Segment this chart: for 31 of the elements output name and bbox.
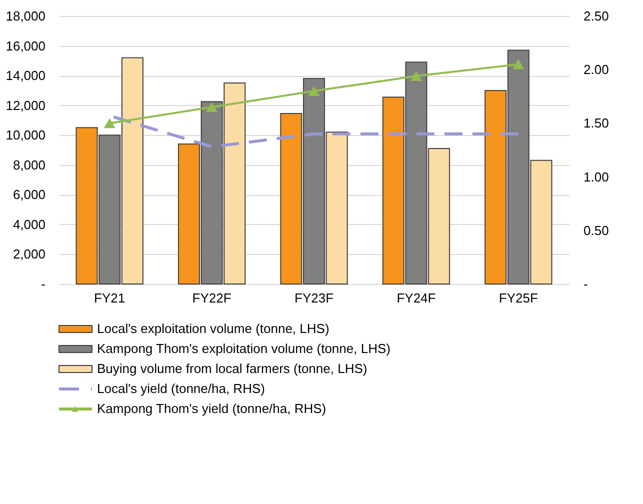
y2-tick-label: 1.50 [584, 116, 609, 131]
y-tick-label: 8,000 [12, 157, 46, 172]
point [206, 102, 218, 112]
y2-tick-label: 2.50 [584, 8, 609, 24]
y-tick-label: 12,000 [6, 98, 46, 113]
legend-label: Local's yield (tonne/ha, RHS) [97, 381, 265, 396]
y-tick-label: 4,000 [12, 216, 46, 232]
point [104, 118, 116, 128]
x-tick-label: FY25F [498, 290, 538, 306]
x-tick-label: FY21 [94, 290, 126, 306]
point [512, 59, 524, 70]
y-tick-label: 18,000 [6, 8, 46, 24]
legend-label: Buying volume from local farmers (tonne, LHS) [97, 361, 368, 376]
legend-label: Kampong Thom's yield (tonne/ha, RHS) [97, 401, 326, 416]
point [308, 86, 320, 96]
y-tick-label: 2,000 [12, 246, 46, 262]
y-tick-label: 14,000 [6, 68, 46, 84]
y-tick-label: 10,000 [6, 128, 46, 143]
y2-tick-label: 1.00 [584, 169, 609, 184]
point [410, 71, 422, 81]
y2-tick-label: 0.50 [584, 222, 609, 238]
x-tick-label: FY22F [192, 290, 232, 306]
legend-label: Local's exploitation volume (tonne, LHS) [97, 321, 330, 336]
y2-tick-label: - [584, 276, 588, 292]
x-tick-label: FY23F [294, 290, 334, 306]
y-tick-label: 6,000 [12, 187, 46, 202]
y2-tick-label: 2.00 [584, 62, 609, 78]
y-tick-label: - [41, 276, 46, 292]
legend-label: Kampong Thom's exploitation volume (tonne, LHS) [97, 341, 390, 356]
y-tick-label: 16,000 [6, 38, 46, 54]
x-tick-label: FY24F [396, 290, 436, 306]
